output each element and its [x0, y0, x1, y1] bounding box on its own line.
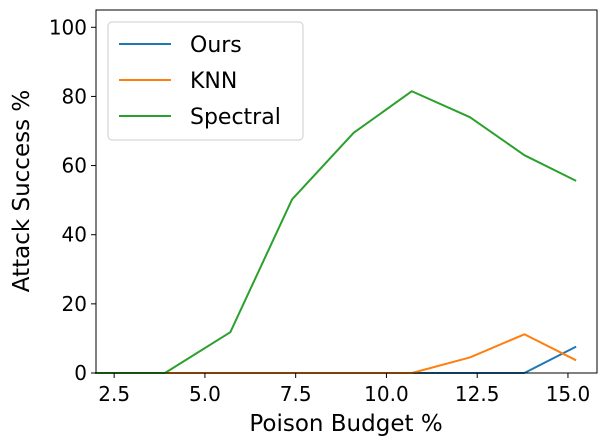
- series-line-spectral: [95, 90, 577, 374]
- x-axis-label: Poison Budget %: [249, 411, 442, 437]
- x-tick-label: 15.0: [546, 382, 591, 406]
- y-tick-label: 80: [62, 84, 87, 108]
- legend-frame: [107, 21, 304, 141]
- legend-entries: Ours KNN Spectral: [119, 33, 281, 130]
- x-tick-label: 2.5: [98, 382, 130, 406]
- y-tick-label: 60: [62, 154, 87, 178]
- y-axis-label: Attack Success %: [9, 90, 35, 293]
- legend-label-knn: KNN: [190, 69, 237, 94]
- y-tick-label: 20: [62, 292, 87, 316]
- legend: Ours KNN Spectral: [107, 21, 304, 141]
- x-tick-label: 12.5: [455, 382, 500, 406]
- x-tick-label: 7.5: [280, 382, 312, 406]
- x-tick-label: 5.0: [189, 382, 221, 406]
- x-tick-label: 10.0: [364, 382, 409, 406]
- legend-label-ours: Ours: [190, 33, 242, 58]
- x-axis: 2.5 5.0 7.5 10.0 12.5 15.0: [98, 373, 590, 406]
- y-tick-label: 0: [74, 361, 87, 385]
- plot-frame: [95, 9, 598, 374]
- y-tick-label: 100: [49, 15, 87, 39]
- y-axis: 0 20 40 60 80 100: [49, 15, 96, 385]
- y-tick-label: 40: [62, 223, 87, 247]
- legend-label-spectral: Spectral: [190, 105, 281, 130]
